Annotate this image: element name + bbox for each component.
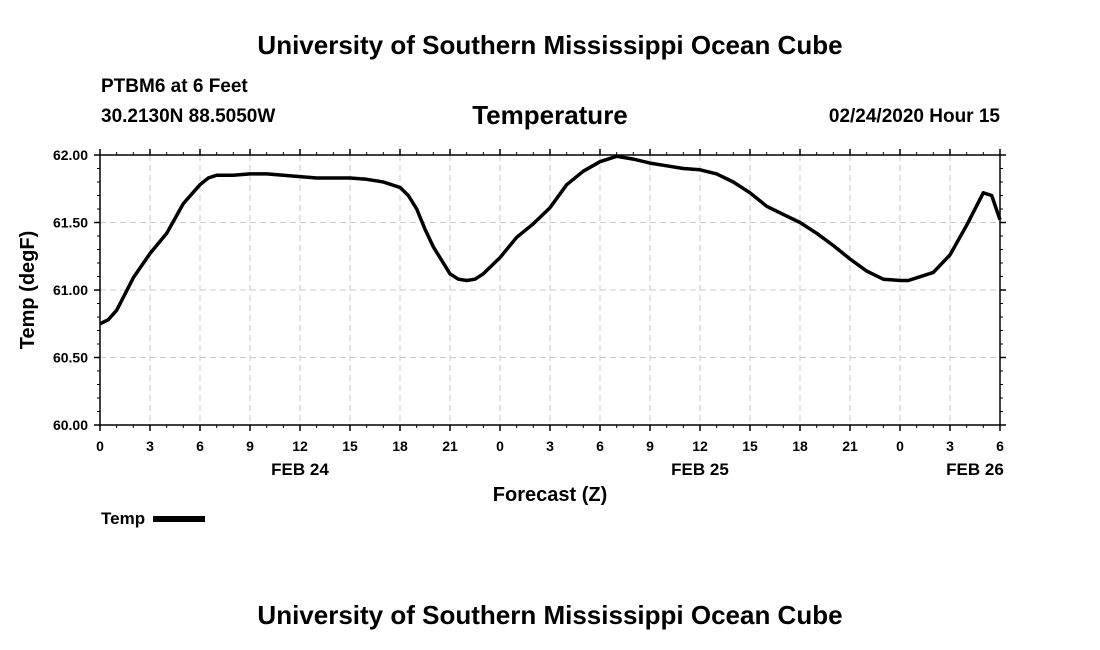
x-tick-label: 9	[646, 438, 654, 454]
x-tick-label: 15	[342, 438, 358, 454]
legend-line-swatch	[153, 516, 206, 522]
date-label: FEB 26	[946, 460, 1004, 479]
x-axis-title: Forecast (Z)	[493, 484, 607, 506]
legend-label: Temp	[101, 509, 146, 528]
x-tick-label: 0	[896, 438, 904, 454]
legend: Temp	[101, 509, 206, 529]
y-axis-title: Temp (degF)	[17, 231, 39, 350]
temp-series-line	[99, 154, 1002, 326]
x-tick-label: 0	[96, 438, 104, 454]
chart-subtitle: Temperature	[472, 100, 628, 130]
x-tick-label: 6	[996, 438, 1004, 454]
x-tick-label: 18	[792, 438, 808, 454]
x-tick-label: 12	[692, 438, 708, 454]
date-label: FEB 25	[671, 460, 729, 479]
x-tick-label: 15	[742, 438, 758, 454]
y-tick-label: 61.50	[53, 215, 88, 231]
x-tick-label: 21	[842, 438, 858, 454]
coordinates-label: 30.2130N 88.5050W	[101, 106, 276, 127]
x-tick-label: 0	[496, 438, 504, 454]
x-tick-label: 6	[196, 438, 204, 454]
y-tick-label: 60.50	[53, 350, 88, 366]
station-label: PTBM6 at 6 Feet	[101, 76, 248, 97]
plot-frame	[99, 154, 1001, 426]
footer-title: University of Southern Mississippi Ocean…	[257, 600, 843, 630]
x-tick-label: 3	[946, 438, 954, 454]
x-tick-label: 6	[596, 438, 604, 454]
page-title: University of Southern Mississippi Ocean…	[257, 30, 843, 60]
date-label: FEB 24	[271, 460, 329, 479]
y-tick-label: 61.00	[53, 282, 88, 298]
x-tick-label: 9	[246, 438, 254, 454]
y-tick-label: 62.00	[53, 147, 88, 163]
grid-lines	[100, 155, 1000, 425]
x-tick-label: 21	[442, 438, 458, 454]
axis-labels: 60.00 60.50 61.00 61.50 62.00 0 3 6 9 12 15 18 21 0 3 6…	[53, 147, 1004, 479]
x-tick-label: 3	[146, 438, 154, 454]
forecast-datetime: 02/24/2020 Hour 15	[828, 106, 1000, 127]
x-tick-label: 18	[392, 438, 408, 454]
x-tick-label: 12	[292, 438, 308, 454]
x-tick-label: 3	[546, 438, 554, 454]
y-tick-label: 60.00	[53, 417, 88, 433]
